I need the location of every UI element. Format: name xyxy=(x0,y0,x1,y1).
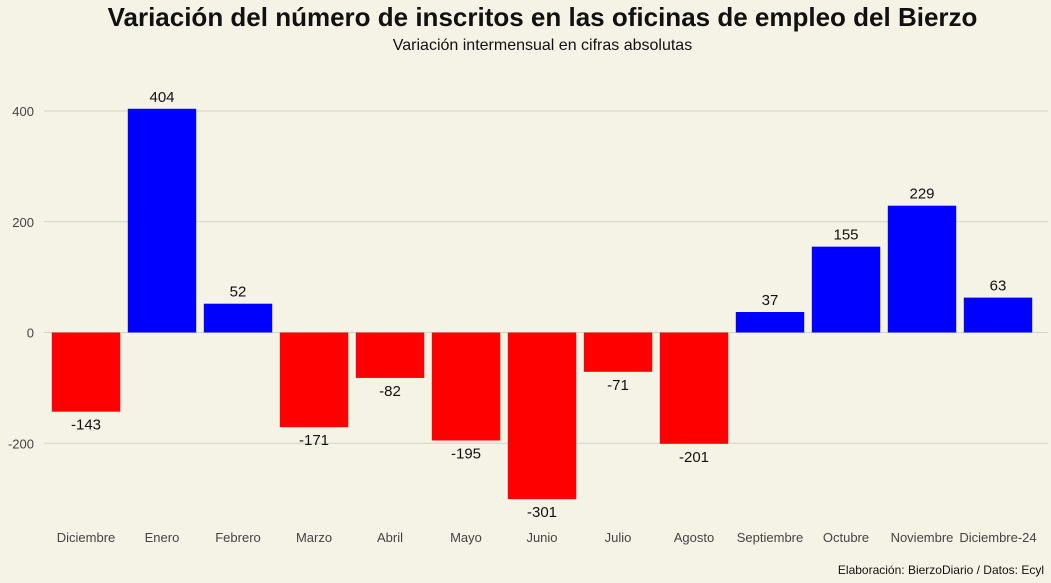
chart-caption: Elaboración: BierzoDiario / Datos: Ecyl xyxy=(837,563,1044,577)
x-tick-label: Octubre xyxy=(823,530,869,545)
x-tick-label: Noviembre xyxy=(891,530,954,545)
x-tick-label: Diciembre xyxy=(57,530,116,545)
bar xyxy=(507,332,577,500)
x-tick-label: Abril xyxy=(377,530,403,545)
bar xyxy=(203,303,273,333)
x-tick-label: Mayo xyxy=(450,530,482,545)
bar xyxy=(811,246,881,333)
bar xyxy=(583,332,653,372)
data-label: 52 xyxy=(230,284,247,301)
x-tick-label: Enero xyxy=(145,530,180,545)
bar xyxy=(355,332,425,378)
data-label: 229 xyxy=(909,186,934,203)
data-label: 155 xyxy=(833,227,858,244)
bars xyxy=(51,108,1033,500)
data-labels: -143 404 52 -171 -82 -195 -301 -71 -201 37 155 229 6… xyxy=(71,89,1006,521)
x-tick-label: Septiembre xyxy=(737,530,803,545)
data-label: 37 xyxy=(762,292,779,309)
x-tick-label: Diciembre-24 xyxy=(959,530,1036,545)
x-axis-ticks: Diciembre Enero Febrero Marzo Abril Mayo Junio… xyxy=(57,530,1037,545)
x-tick-label: Julio xyxy=(605,530,632,545)
bar xyxy=(735,312,805,333)
bar xyxy=(127,108,197,333)
y-axis-ticks: -200 0 200 400 xyxy=(8,104,34,451)
data-label: 63 xyxy=(990,278,1007,295)
bar xyxy=(51,332,121,412)
chart-subtitle: Variación intermensual en cifras absolut… xyxy=(392,37,693,54)
data-label: -301 xyxy=(527,504,557,521)
bar xyxy=(431,332,501,441)
x-tick-label: Junio xyxy=(526,530,557,545)
bar xyxy=(659,332,729,444)
data-label: -82 xyxy=(379,383,401,400)
bar xyxy=(887,205,957,333)
y-tick-label: -200 xyxy=(8,436,34,451)
data-label: 404 xyxy=(149,89,174,106)
data-label: -71 xyxy=(607,377,629,394)
y-tick-label: 400 xyxy=(12,104,34,119)
data-label: -143 xyxy=(71,417,101,434)
y-tick-label: 0 xyxy=(27,326,34,341)
bar xyxy=(279,332,349,428)
x-tick-label: Febrero xyxy=(215,530,261,545)
data-label: -201 xyxy=(679,449,709,466)
bar xyxy=(963,297,1033,333)
x-tick-label: Marzo xyxy=(296,530,332,545)
data-label: -195 xyxy=(451,445,481,462)
data-label: -171 xyxy=(299,432,329,449)
x-tick-label: Agosto xyxy=(674,530,714,545)
y-tick-label: 200 xyxy=(12,215,34,230)
chart-title: Variación del número de inscritos en las… xyxy=(107,2,978,32)
